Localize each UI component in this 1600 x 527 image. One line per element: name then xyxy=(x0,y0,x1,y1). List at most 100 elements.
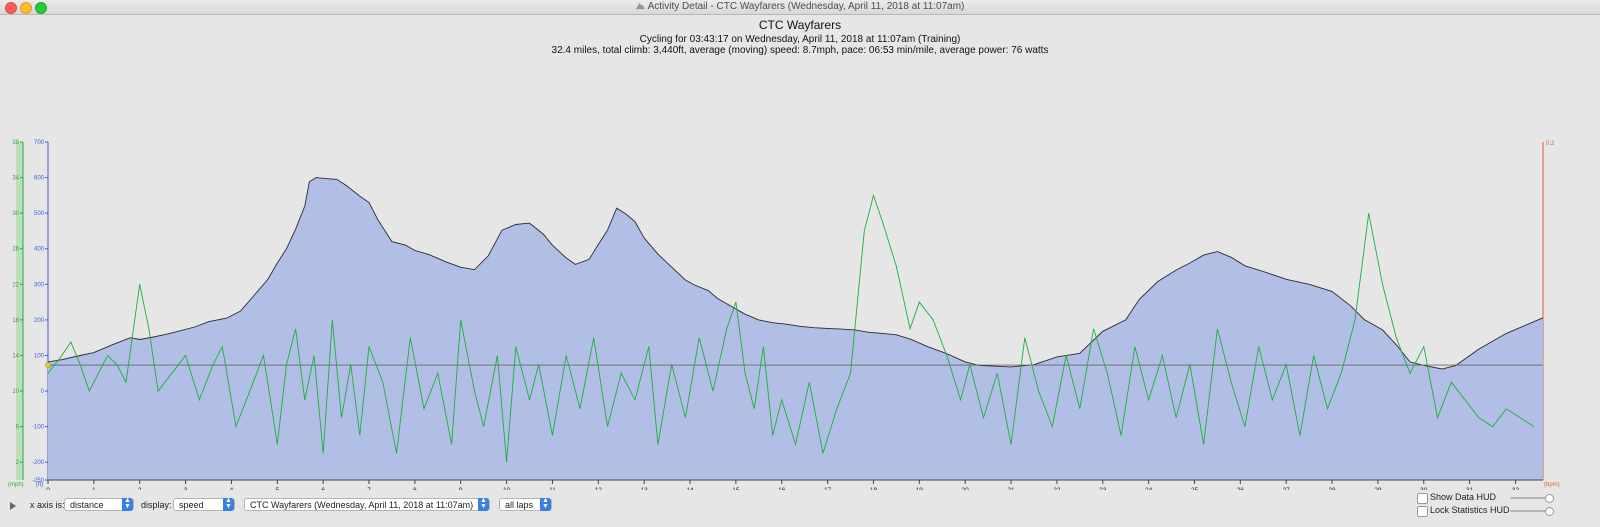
x-tick-label: 26 xyxy=(1237,487,1245,490)
x-tick-label: 20 xyxy=(962,487,970,490)
speed-tick-label: 22 xyxy=(12,282,19,288)
mountain-icon xyxy=(635,2,645,10)
data-hud-slider[interactable] xyxy=(1510,494,1554,503)
x-axis-select-value: distance xyxy=(70,500,104,510)
chevron-updown-icon: ▲ ▼ xyxy=(122,497,133,511)
x-tick-label: 8 xyxy=(413,487,417,490)
x-tick-label: 21 xyxy=(1007,487,1015,490)
speed-tick-label: 30 xyxy=(12,211,19,217)
x-tick-label: 1 xyxy=(92,487,96,490)
window-title: Activity Detail - CTC Wayfarers (Wednesd… xyxy=(0,1,1600,12)
altitude-tick-label: 300 xyxy=(34,282,45,288)
altitude-tick-label: 700 xyxy=(34,140,45,146)
x-tick-label: 13 xyxy=(641,487,649,490)
x-tick-label: 17 xyxy=(824,487,832,490)
altitude-tick-label: -250 xyxy=(32,478,45,484)
x-tick-label: 3 xyxy=(184,487,188,490)
speed-tick-label: 34 xyxy=(12,176,19,182)
x-tick-label: 2 xyxy=(138,487,142,490)
chart-subtitle-line2: 32.4 miles, total climb: 3,440ft, averag… xyxy=(552,45,1049,56)
right-axis-unit: (bpm) xyxy=(1544,482,1560,488)
altitude-line xyxy=(47,177,1544,370)
x-tick-label: 23 xyxy=(1099,487,1107,490)
speed-tick-label: 10 xyxy=(12,389,19,395)
show-data-hud-checkbox[interactable] xyxy=(1417,493,1428,504)
disclosure-triangle-icon[interactable] xyxy=(10,502,16,510)
display-select[interactable]: speed ▲ ▼ xyxy=(173,497,235,511)
x-axis-label: x axis is: xyxy=(30,500,65,510)
x-tick-label: 30 xyxy=(1420,487,1428,490)
altitude-tick-label: 400 xyxy=(34,247,45,253)
lock-statistics-hud-checkbox[interactable] xyxy=(1417,506,1428,517)
altitude-tick-label: 0 xyxy=(41,389,45,395)
speed-tick-label: 26 xyxy=(12,247,19,253)
close-window-button[interactable] xyxy=(5,2,17,14)
x-tick-label: 12 xyxy=(595,487,603,490)
activity-chart[interactable]: CTC Wayfarers Cycling for 03:43:17 on We… xyxy=(0,15,1600,490)
statistics-hud-slider[interactable] xyxy=(1510,507,1554,516)
slider-knob[interactable] xyxy=(1545,507,1554,516)
display-select-value: speed xyxy=(179,500,204,510)
x-axis-ticks: 0123456789101112131415161718192021222324… xyxy=(46,480,1519,490)
display-label: display: xyxy=(141,500,172,510)
x-tick-label: 24 xyxy=(1145,487,1153,490)
x-tick-label: 31 xyxy=(1466,487,1474,490)
laps-select[interactable]: all laps ▲ ▼ xyxy=(499,497,552,511)
speed-tick-label: 6 xyxy=(16,425,20,431)
x-tick-label: 22 xyxy=(1053,487,1061,490)
x-tick-label: 29 xyxy=(1374,487,1382,490)
right-axis-top-label: 0.2 xyxy=(1546,141,1555,147)
control-bar: x axis is: distance ▲ ▼ display: speed ▲ ▼… xyxy=(0,490,1600,527)
chevron-updown-icon: ▲ ▼ xyxy=(478,497,489,511)
altitude-area xyxy=(48,177,1543,480)
chart-subtitle-line1: Cycling for 03:43:17 on Wednesday, April… xyxy=(640,34,961,45)
x-tick-label: 10 xyxy=(503,487,511,490)
altitude-tick-label: -100 xyxy=(32,425,45,431)
x-tick-label: 19 xyxy=(916,487,924,490)
speed-tick-label: 38 xyxy=(12,140,19,146)
x-tick-label: 5 xyxy=(275,487,279,490)
x-tick-label: 6 xyxy=(321,487,325,490)
x-tick-label: 0 xyxy=(46,487,50,490)
minimize-window-button[interactable] xyxy=(20,2,32,14)
altitude-tick-label: 500 xyxy=(34,211,45,217)
laps-select-value: all laps xyxy=(505,500,534,510)
window-title-text: Activity Detail - CTC Wayfarers (Wednesd… xyxy=(647,1,965,12)
x-axis-select[interactable]: distance ▲ ▼ xyxy=(64,497,134,511)
x-tick-label: 28 xyxy=(1328,487,1336,490)
x-tick-label: 18 xyxy=(870,487,878,490)
x-tick-label: 15 xyxy=(732,487,740,490)
chevron-updown-icon: ▲ ▼ xyxy=(540,497,551,511)
activity-select-value: CTC Wayfarers (Wednesday, April 11, 2018… xyxy=(250,500,474,510)
slider-knob[interactable] xyxy=(1545,494,1554,503)
altitude-tick-label: -200 xyxy=(32,460,45,466)
x-tick-label: 27 xyxy=(1283,487,1291,490)
chart-title: CTC Wayfarers xyxy=(759,18,841,32)
x-tick-label: 9 xyxy=(459,487,463,490)
title-bar: Activity Detail - CTC Wayfarers (Wednesd… xyxy=(0,0,1600,15)
speed-axis-unit: (mph) xyxy=(8,482,24,488)
x-tick-label: 7 xyxy=(367,487,371,490)
altitude-tick-label: 600 xyxy=(34,176,45,182)
altitude-tick-label: 100 xyxy=(34,353,45,359)
zoom-window-button[interactable] xyxy=(35,2,47,14)
speed-tick-label: 2 xyxy=(16,460,20,466)
altitude-axis-ticks: -250 -200 -100 0 100 200 300 400 500 600 700 xyxy=(32,140,48,484)
show-data-hud-label: Show Data HUD xyxy=(1430,492,1497,502)
activity-select[interactable]: CTC Wayfarers (Wednesday, April 11, 2018… xyxy=(244,497,490,511)
lock-statistics-hud-label: Lock Statistics HUD xyxy=(1430,505,1510,515)
x-tick-label: 32 xyxy=(1512,487,1520,490)
altitude-axis-unit: (ft) xyxy=(36,482,43,488)
start-point-marker[interactable] xyxy=(45,362,51,368)
x-tick-label: 16 xyxy=(778,487,786,490)
altitude-tick-label: 200 xyxy=(34,318,45,324)
speed-tick-label: 14 xyxy=(12,353,19,359)
x-tick-label: 25 xyxy=(1191,487,1199,490)
x-tick-label: 14 xyxy=(686,487,694,490)
x-tick-label: 4 xyxy=(230,487,234,490)
x-tick-label: 11 xyxy=(549,487,556,490)
chevron-updown-icon: ▲ ▼ xyxy=(223,497,234,511)
speed-axis-band xyxy=(16,142,23,480)
speed-tick-label: 18 xyxy=(12,318,19,324)
